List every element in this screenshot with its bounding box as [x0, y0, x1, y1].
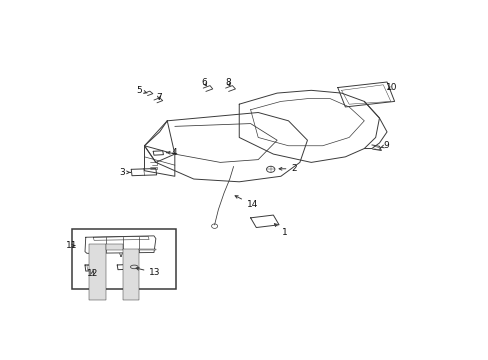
Text: 1: 1 [274, 224, 287, 237]
Bar [122, 249, 139, 300]
Bar [139, 249, 156, 250]
Text: 4: 4 [166, 148, 177, 157]
Text: 6: 6 [201, 78, 207, 87]
Text: 10: 10 [386, 83, 397, 92]
Text: 8: 8 [224, 78, 230, 87]
Bar [72, 229, 176, 288]
Text: 5: 5 [136, 86, 147, 95]
Bar [89, 244, 105, 300]
Text: 9: 9 [380, 141, 388, 150]
Text: 14: 14 [235, 196, 258, 209]
Text: 11: 11 [66, 241, 77, 250]
Text: 3: 3 [119, 168, 130, 177]
Text: 7: 7 [156, 93, 162, 102]
Text: 2: 2 [279, 164, 296, 173]
Text: 12: 12 [87, 269, 98, 278]
Bar [105, 244, 122, 250]
Text: 13: 13 [136, 267, 161, 277]
